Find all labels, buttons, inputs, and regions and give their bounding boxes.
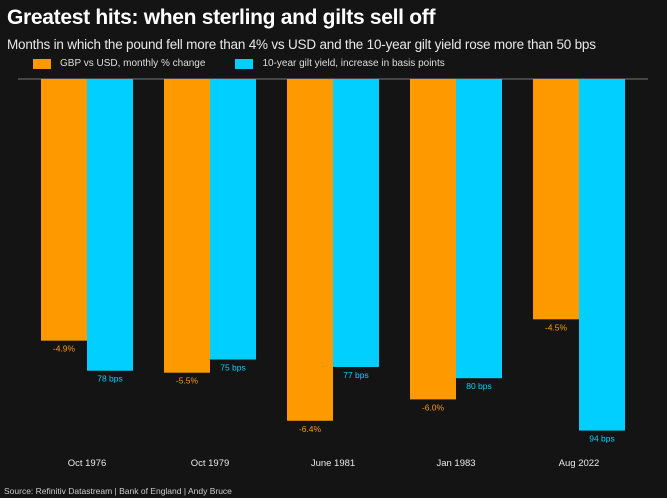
- bar-gbp: [533, 79, 579, 320]
- legend-label-gbp: GBP vs USD, monthly % change: [60, 58, 206, 69]
- bar-gilt: [210, 79, 256, 360]
- legend-item-gbp: GBP vs USD, monthly % change: [33, 58, 205, 69]
- chart-subtitle: Months in which the pound fell more than…: [7, 37, 596, 52]
- data-label-gbp: -4.5%: [545, 322, 568, 332]
- data-label-gilt: 80 bps: [466, 381, 492, 391]
- x-tick-label: Oct 1979: [191, 458, 230, 469]
- bar-gilt: [456, 79, 502, 379]
- data-label-gbp: -6.4%: [299, 424, 322, 434]
- data-label-gilt: 77 bps: [343, 370, 369, 380]
- legend-item-gilt: 10-year gilt yield, increase in basis po…: [235, 58, 445, 69]
- source-note: Source: Refinitiv Datastream | Bank of E…: [4, 486, 232, 496]
- legend-swatch-gilt: [235, 58, 254, 69]
- data-label-gbp: -6.0%: [422, 402, 445, 412]
- legend-swatch-gbp: [33, 58, 51, 69]
- bar-gbp: [287, 79, 333, 421]
- data-label-gbp: -4.9%: [53, 344, 76, 354]
- bar-gilt: [87, 79, 133, 371]
- x-tick-label: June 1981: [311, 458, 355, 469]
- bar-gilt: [333, 79, 379, 367]
- x-tick-label: Aug 2022: [559, 458, 600, 469]
- legend-label-gilt: 10-year gilt yield, increase in basis po…: [262, 58, 445, 69]
- legend: GBP vs USD, monthly % change 10-year gil…: [33, 58, 445, 69]
- x-tick-label: Oct 1976: [68, 458, 107, 469]
- data-label-gilt: 94 bps: [589, 434, 615, 444]
- x-tick-label: Jan 1983: [436, 458, 475, 469]
- bar-gilt: [579, 79, 625, 431]
- bar-gbp: [41, 79, 87, 341]
- chart-title: Greatest hits: when sterling and gilts s…: [7, 6, 436, 29]
- data-label-gilt: 75 bps: [220, 363, 246, 373]
- data-label-gilt: 78 bps: [97, 374, 123, 384]
- data-label-gbp: -5.5%: [176, 376, 199, 386]
- bar-gbp: [164, 79, 210, 373]
- bar-gbp: [410, 79, 456, 400]
